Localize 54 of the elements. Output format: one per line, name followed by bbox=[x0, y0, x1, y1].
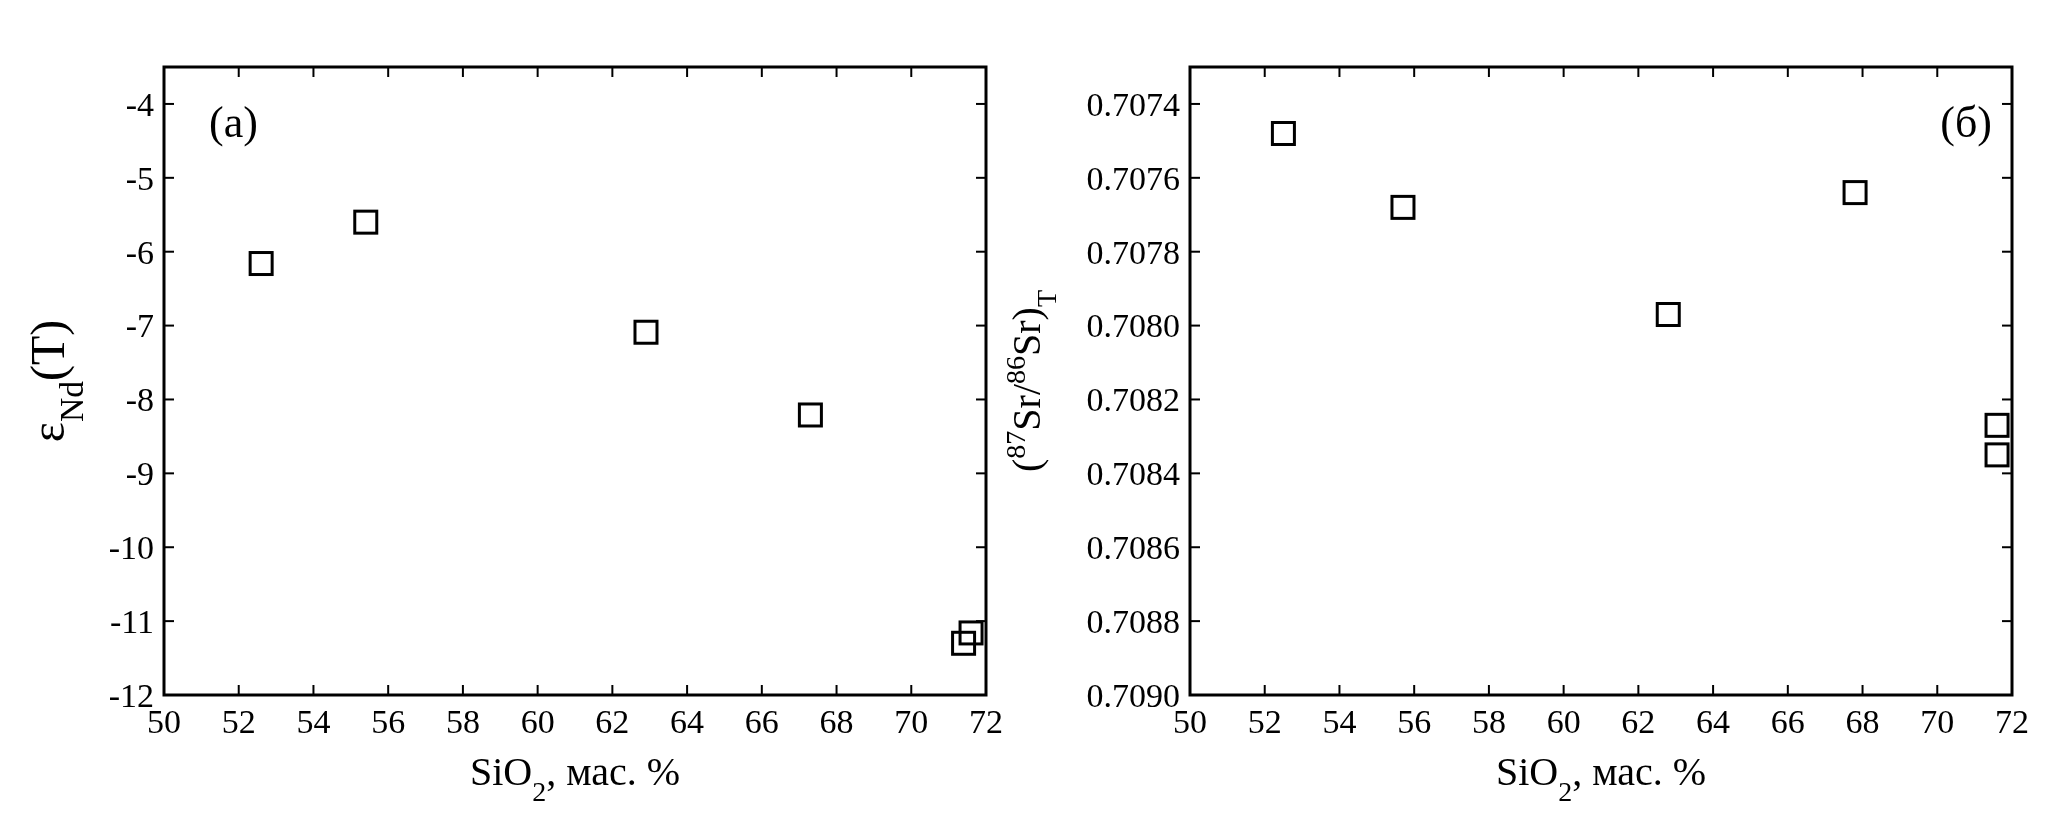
y-tick-label: 0.7084 bbox=[1086, 455, 1180, 493]
point bbox=[1842, 180, 1868, 206]
x-tick-label: 64 bbox=[670, 703, 705, 740]
point bbox=[951, 630, 977, 656]
x-axis-title: SiO$_{2}$, мас. % bbox=[1495, 749, 1707, 807]
x-tick-label: 60 bbox=[1546, 703, 1581, 740]
x-tick-label: 70 bbox=[1920, 703, 1955, 740]
x-tick-label: 56 bbox=[371, 703, 406, 740]
y-tick-label: 0.7088 bbox=[1086, 603, 1180, 641]
point bbox=[1270, 120, 1296, 146]
x-tick-label: 56 bbox=[1397, 703, 1432, 740]
y-tick-label: -10 bbox=[108, 529, 154, 567]
point bbox=[353, 209, 379, 235]
x-tick-label: 60 bbox=[520, 703, 555, 740]
x-tick-label: 58 bbox=[1471, 703, 1506, 740]
x-tick-label: 54 bbox=[1322, 703, 1357, 740]
x-tick-label: 62 bbox=[595, 703, 630, 740]
point bbox=[797, 402, 823, 428]
x-tick-label: 72 bbox=[1995, 703, 2029, 740]
x-tick-label: 68 bbox=[819, 703, 854, 740]
y-tick-label: -11 bbox=[109, 603, 154, 641]
point bbox=[1390, 194, 1416, 220]
y-tick-label: 0.7080 bbox=[1086, 307, 1180, 345]
point bbox=[633, 319, 659, 345]
y-tick-label: -7 bbox=[125, 307, 154, 345]
x-tick-label: 64 bbox=[1696, 703, 1731, 740]
annotation: (б) bbox=[1940, 98, 1992, 147]
point bbox=[248, 251, 274, 277]
y-tick-label: -5 bbox=[125, 159, 154, 197]
y-tick-label: -8 bbox=[125, 381, 154, 419]
point bbox=[958, 620, 984, 646]
x-tick-label: 66 bbox=[744, 703, 779, 740]
x-tick-label: 52 bbox=[221, 703, 256, 740]
x-tick-label: 62 bbox=[1621, 703, 1656, 740]
y-tick-label: 0.7078 bbox=[1086, 233, 1180, 271]
y-tick-label: 0.7082 bbox=[1086, 381, 1180, 419]
y-tick-label: 0.7086 bbox=[1086, 529, 1180, 567]
x-tick-label: 70 bbox=[894, 703, 929, 740]
annotation: (a) bbox=[209, 98, 258, 147]
y-tick-label: -4 bbox=[125, 85, 154, 123]
point bbox=[1655, 302, 1681, 328]
x-tick-label: 72 bbox=[969, 703, 1003, 740]
x-tick-label: 52 bbox=[1247, 703, 1282, 740]
point bbox=[1984, 412, 2010, 438]
x-tick-label: 54 bbox=[296, 703, 331, 740]
x-axis-title: SiO$_{2}$, мас. % bbox=[469, 749, 681, 807]
x-tick-label: 68 bbox=[1845, 703, 1880, 740]
y-tick-label: 0.7076 bbox=[1086, 159, 1180, 197]
point bbox=[1984, 442, 2010, 468]
x-tick-label: 66 bbox=[1770, 703, 1805, 740]
x-tick-label: 58 bbox=[445, 703, 480, 740]
y-tick-label: -9 bbox=[125, 455, 154, 493]
y-tick-label: 0.7074 bbox=[1086, 85, 1180, 123]
y-tick-label: -6 bbox=[125, 233, 154, 271]
